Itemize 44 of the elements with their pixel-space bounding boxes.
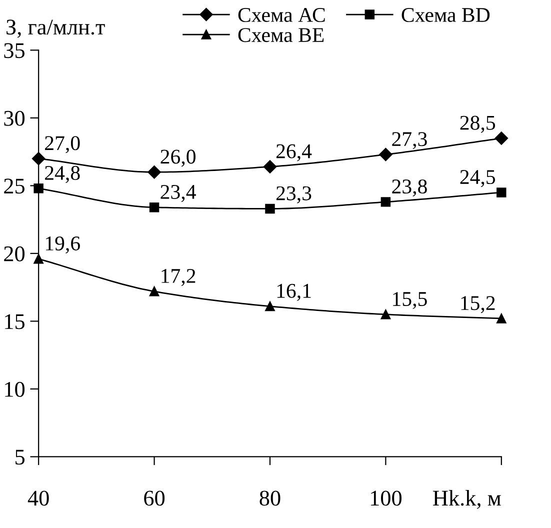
- y-tick-label: 25: [4, 178, 25, 194]
- point: [380, 310, 391, 320]
- y-tick-label: 5: [16, 450, 25, 465]
- point: [149, 286, 160, 296]
- legend-label: Схема ВЕ: [238, 28, 324, 42]
- point: [263, 160, 277, 174]
- point: [148, 166, 161, 179]
- y-tick-label: 15: [5, 314, 25, 330]
- data-label: 23,3: [276, 186, 312, 204]
- x-tick-label: 60: [144, 490, 165, 506]
- data-label: 26,0: [160, 150, 196, 167]
- point: [265, 301, 275, 312]
- x-axis-title: Hk.k, м: [433, 490, 501, 509]
- point: [496, 188, 506, 198]
- data-label: 26,4: [276, 144, 312, 162]
- data-label: 15,2: [461, 296, 495, 314]
- data-label: 17,2: [162, 268, 196, 286]
- point: [379, 148, 392, 162]
- data-label: 23,8: [392, 179, 427, 197]
- point: [34, 184, 44, 194]
- data-label: 24,8: [45, 166, 80, 183]
- data-label: 19,6: [46, 236, 80, 254]
- data-label: 15,5: [393, 292, 427, 310]
- point: [494, 132, 508, 145]
- point: [265, 204, 275, 214]
- x-tick-label: 40: [28, 490, 49, 506]
- data-label: 27,0: [45, 136, 80, 154]
- data-label: 24,5: [460, 170, 496, 188]
- y-tick-label: 30: [4, 110, 25, 126]
- legend-label: Схема BD: [402, 8, 490, 22]
- x-tick-label: 80: [260, 490, 280, 506]
- data-label: 27,3: [392, 132, 427, 150]
- y-tick-label: 20: [4, 246, 25, 262]
- data-label: 23,4: [160, 184, 196, 202]
- data-label: 16,1: [277, 284, 311, 301]
- point: [149, 202, 160, 212]
- x-tick-label: 100: [370, 490, 402, 506]
- y-axis-title: З, га/млн.т: [6, 20, 105, 38]
- legend-label: Схема АС: [238, 8, 325, 22]
- data-label: 28,5: [460, 116, 496, 133]
- point: [496, 314, 506, 324]
- point: [380, 197, 391, 207]
- y-tick-label: 35: [4, 43, 25, 58]
- y-tick-label: 10: [5, 382, 25, 397]
